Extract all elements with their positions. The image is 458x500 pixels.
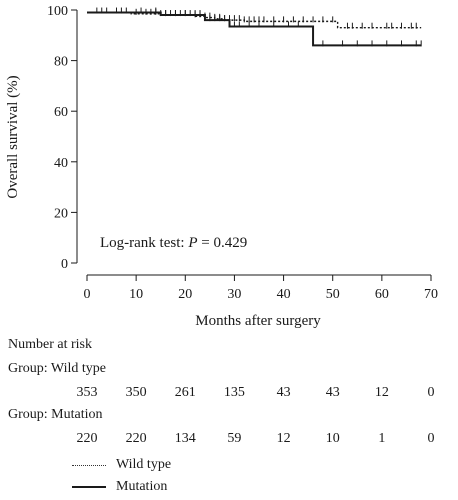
risk-table-title: Number at risk xyxy=(8,337,92,352)
series-line-mutation xyxy=(87,11,422,47)
x-tick-label: 0 xyxy=(84,287,91,302)
axes: 0 20 40 60 80 100 0 10 20 30 40 50 60 70 xyxy=(47,4,438,302)
risk-count: 43 xyxy=(276,385,291,400)
legend-label-mutation: Mutation xyxy=(116,479,168,494)
y-tick-label: 60 xyxy=(54,105,68,120)
risk-count: 353 xyxy=(76,385,98,400)
log-rank-annotation: Log-rank test: P = 0.429 xyxy=(100,235,247,251)
risk-count: 350 xyxy=(125,385,147,400)
x-tick-label: 70 xyxy=(424,287,438,302)
survival-chart: 0 20 40 60 80 100 0 10 20 30 40 50 60 70 Log-rank tes… xyxy=(5,4,438,329)
risk-count: 10 xyxy=(325,431,340,446)
risk-group-label-mutation: Group: Mutation xyxy=(8,407,103,422)
x-tick-label: 40 xyxy=(277,287,291,302)
x-axis-title: Months after surgery xyxy=(195,313,321,329)
x-tick-label: 50 xyxy=(326,287,340,302)
risk-count: 59 xyxy=(227,431,242,446)
risk-count: 12 xyxy=(276,431,291,446)
series-line-wild-type xyxy=(87,11,422,29)
risk-count: 135 xyxy=(223,385,245,400)
y-axis-title: Overall survival (%) xyxy=(5,75,21,198)
annotation-suffix: = 0.429 xyxy=(197,235,247,251)
risk-count: 220 xyxy=(125,431,147,446)
risk-count: 1 xyxy=(378,431,386,446)
annotation-prefix: Log-rank test: xyxy=(100,235,188,251)
y-tick-label: 80 xyxy=(54,55,68,70)
risk-count: 0 xyxy=(427,431,435,446)
legend-swatch-solid xyxy=(72,486,106,488)
legend-item-mutation: Mutation xyxy=(72,480,167,494)
risk-count: 12 xyxy=(374,385,389,400)
annotation-p: P xyxy=(187,235,197,251)
legend-swatch-dotted xyxy=(72,464,106,466)
risk-count: 220 xyxy=(76,431,98,446)
x-tick-label: 60 xyxy=(375,287,389,302)
risk-count: 0 xyxy=(427,385,435,400)
y-tick-label: 0 xyxy=(61,257,68,272)
x-tick-label: 30 xyxy=(227,287,241,302)
risk-count: 261 xyxy=(174,385,196,400)
x-tick-label: 20 xyxy=(178,287,192,302)
series-layer xyxy=(87,7,422,47)
risk-count: 43 xyxy=(325,385,340,400)
risk-group-label-wild-type: Group: Wild type xyxy=(8,361,106,376)
legend-item-wild-type: Wild type xyxy=(72,458,171,472)
y-tick-label: 40 xyxy=(54,156,68,171)
risk-count: 134 xyxy=(174,431,196,446)
y-tick-label: 20 xyxy=(54,206,68,221)
y-tick-label: 100 xyxy=(47,4,68,19)
legend-label-wild-type: Wild type xyxy=(116,457,172,472)
x-tick-label: 10 xyxy=(129,287,143,302)
